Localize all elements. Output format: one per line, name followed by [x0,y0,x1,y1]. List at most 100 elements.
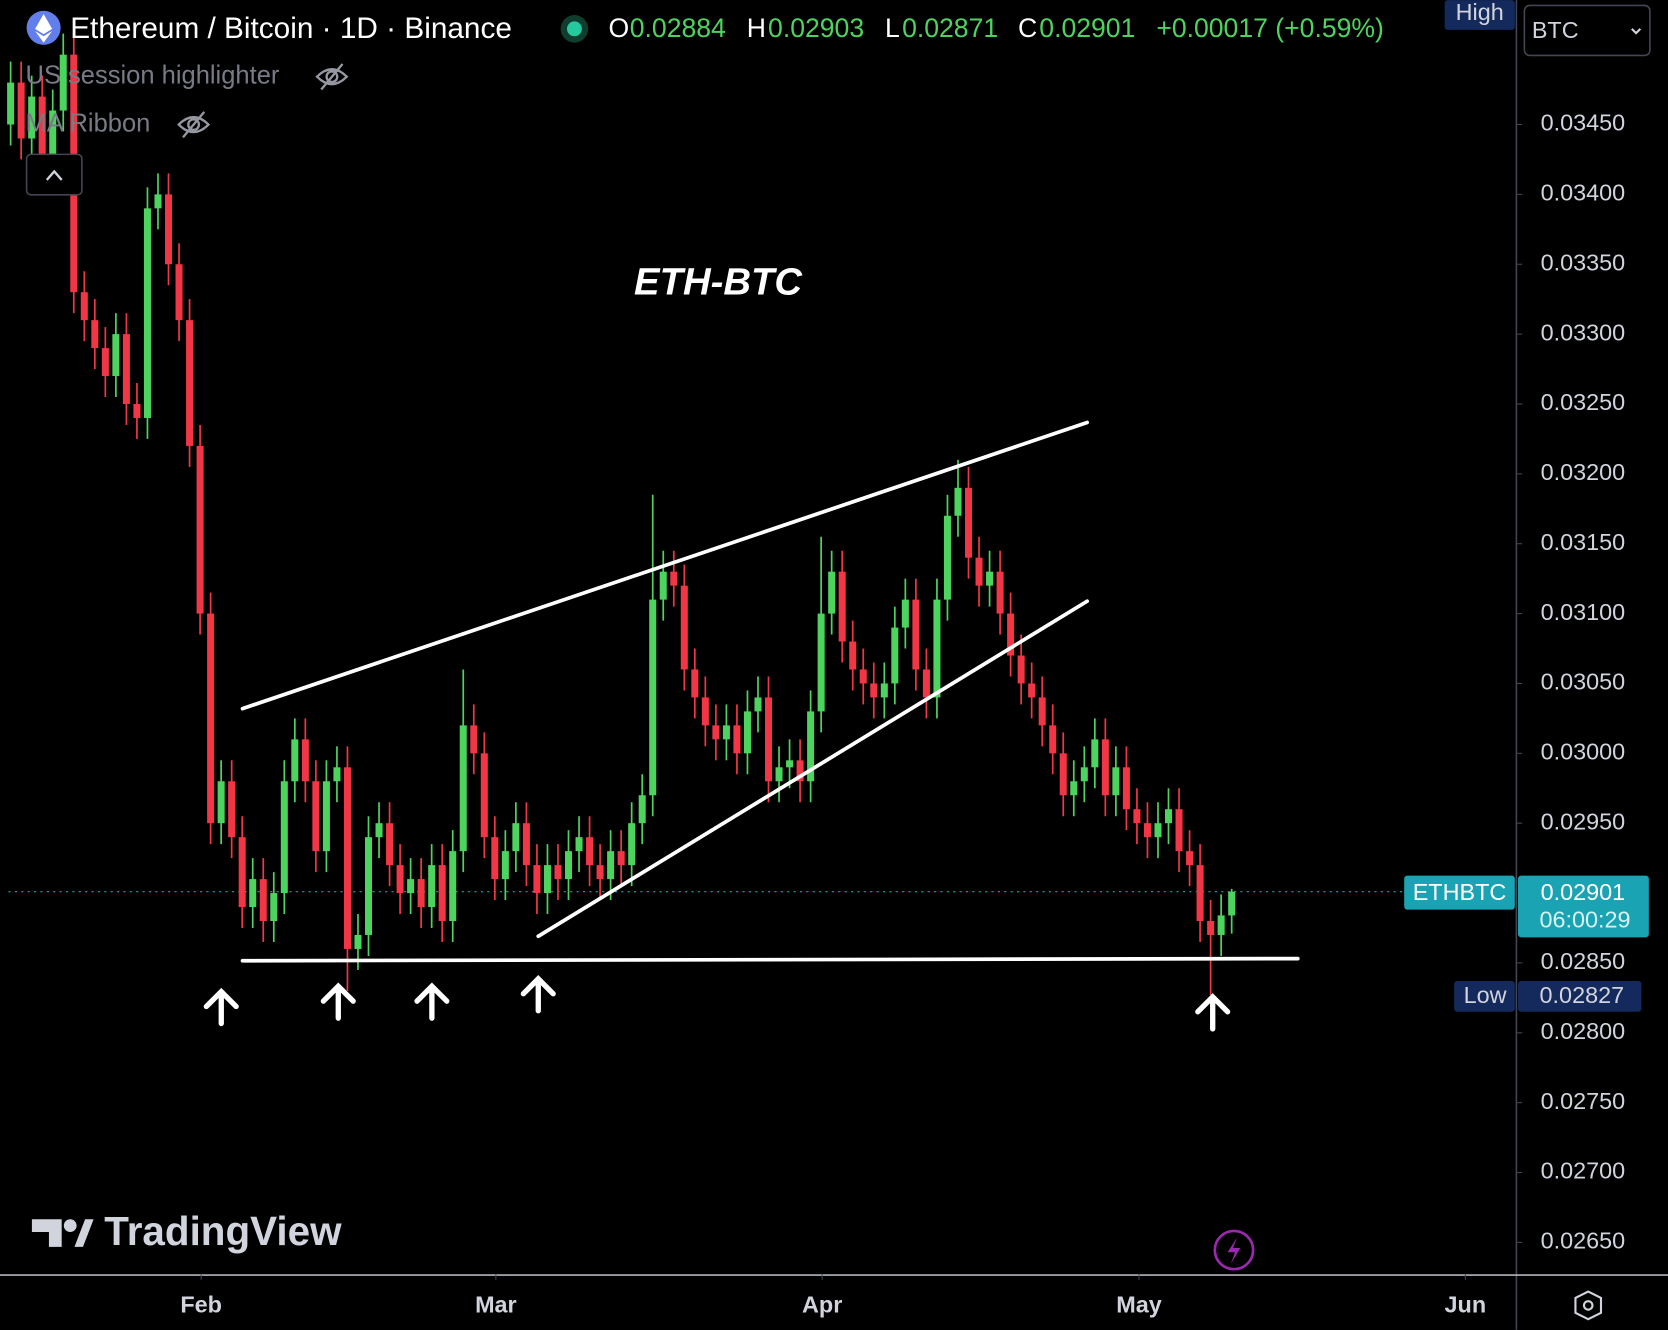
candle-body [122,334,130,404]
candle-body [428,865,436,908]
candle-body [438,865,446,922]
candle-body [501,851,509,880]
candle-body [238,837,246,908]
arrow [520,975,556,1014]
hidden-icon[interactable] [177,111,211,139]
candle-body [996,571,1004,614]
candle-body [312,781,320,852]
candle-body [722,725,730,740]
low-tag-label: Low [1464,982,1507,1008]
ohlc-value: 0.02901 [1039,13,1135,43]
candle-body [765,697,773,782]
hidden-icon[interactable] [315,63,349,91]
brand-logo [31,1219,94,1247]
price-tag [1518,875,1649,938]
candle-body [575,837,583,852]
y-tick-label: 0.02850 [1541,948,1626,974]
settings-button[interactable] [1574,1290,1603,1321]
collapse-button[interactable] [25,153,83,196]
x-tick-label: Jun [1445,1292,1487,1318]
candle-body [101,348,109,377]
candle-body [17,82,25,139]
x-tick-label: Feb [180,1292,222,1318]
indicator-label[interactable]: MA Ribbon [26,109,151,137]
price-tag-value: 0.02901 [1541,879,1626,905]
currency-select[interactable] [1523,4,1651,57]
brand-name: TradingView [104,1208,342,1254]
candle-body [1143,823,1151,838]
candle-body [1017,655,1025,684]
candle-body [849,641,857,670]
arrow [1195,993,1231,1032]
y-tick-label: 0.03100 [1541,599,1626,625]
ohlc-prefix: O [608,13,629,43]
trend-line [240,420,1090,711]
ohlc-value: 0.02903 [768,13,864,43]
candle-body [859,669,867,684]
candle-body [912,599,920,670]
candle-body [922,669,930,698]
candle-body [396,865,404,894]
candle-body [459,725,467,852]
candle-body [691,669,699,698]
candle-body [680,585,688,670]
candle-body [786,760,794,768]
candle-body [659,571,667,600]
x-axis: Feb Mar Apr May Jun [180,1274,1487,1318]
candle-body [596,865,604,880]
candle-body [80,292,88,321]
candle-body [280,781,288,894]
candle-body [565,851,573,880]
candle-body [354,934,362,949]
ohlc-legend: O 0.02884 H 0.02903 L 0.02871 C 0.02901 … [608,13,1383,43]
candle-body [607,851,615,880]
trend-line [536,599,1090,939]
candle-body [554,865,562,880]
candle-body [712,725,720,740]
ohlc-value: 0.02884 [630,13,726,43]
candle-body [375,823,383,838]
alert-icon [1227,1237,1241,1264]
candle-body [986,571,994,586]
ohlc-prefix: L [885,13,900,43]
drawings [203,420,1300,1032]
candle-body [470,725,478,754]
candle-body [270,893,278,922]
plot-area [7,33,1405,996]
candle-body [480,753,488,838]
candle-body [543,865,551,894]
candle-body [807,711,815,782]
candle-body [7,82,15,125]
candle-body [259,879,267,922]
candle-body [870,683,878,698]
alert-button[interactable] [1213,1229,1255,1271]
indicator-label[interactable]: US session highlighter [26,61,280,89]
arrows [203,975,1231,1032]
candle-body [217,781,225,824]
arrow [414,982,450,1021]
candle-body [417,879,425,908]
candle-body [512,823,520,852]
candle-body [1038,697,1046,726]
candle-body [49,110,57,167]
low-tag-value: 0.02827 [1540,982,1625,1008]
chart-title: Ethereum / Bitcoin · 1D · Binance [70,12,512,45]
change-label: +0.00017 (+0.59%) [1156,13,1384,43]
candle-body [1217,915,1225,935]
candle-body [701,697,709,726]
candle-body [880,683,888,698]
candle-body [491,837,499,880]
ohlc-prefix: C [1018,13,1037,43]
candle-body [1186,851,1194,866]
annotation: ETH-BTC [634,260,803,303]
y-tick-label: 0.02650 [1541,1228,1626,1254]
candle-body [333,767,341,782]
currency-label: BTC [1532,17,1579,43]
y-tick-label: 0.03000 [1541,739,1626,765]
candle-body [1165,809,1173,824]
candle-body [1091,739,1099,768]
y-tick-label: 0.03250 [1541,389,1626,415]
candle-body [891,627,899,684]
candle-body [1059,753,1067,796]
